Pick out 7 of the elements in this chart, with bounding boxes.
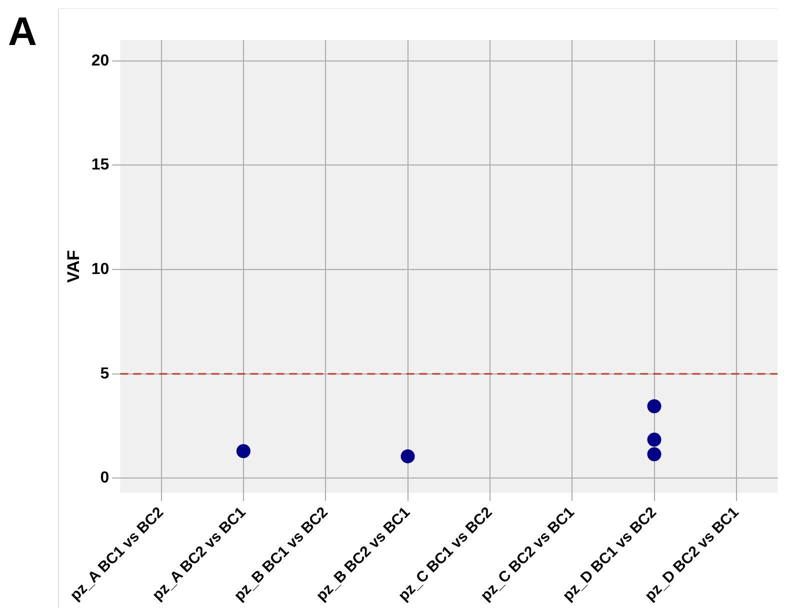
y-tick-label: 20 <box>91 52 110 70</box>
y-tick-label: 15 <box>91 156 110 174</box>
y-tick-label: 5 <box>100 365 110 382</box>
y-axis-title: VAF <box>64 250 83 283</box>
y-tick-label: 10 <box>91 260 110 278</box>
text: A <box>8 10 37 54</box>
y-tick-label: 0 <box>100 470 110 487</box>
